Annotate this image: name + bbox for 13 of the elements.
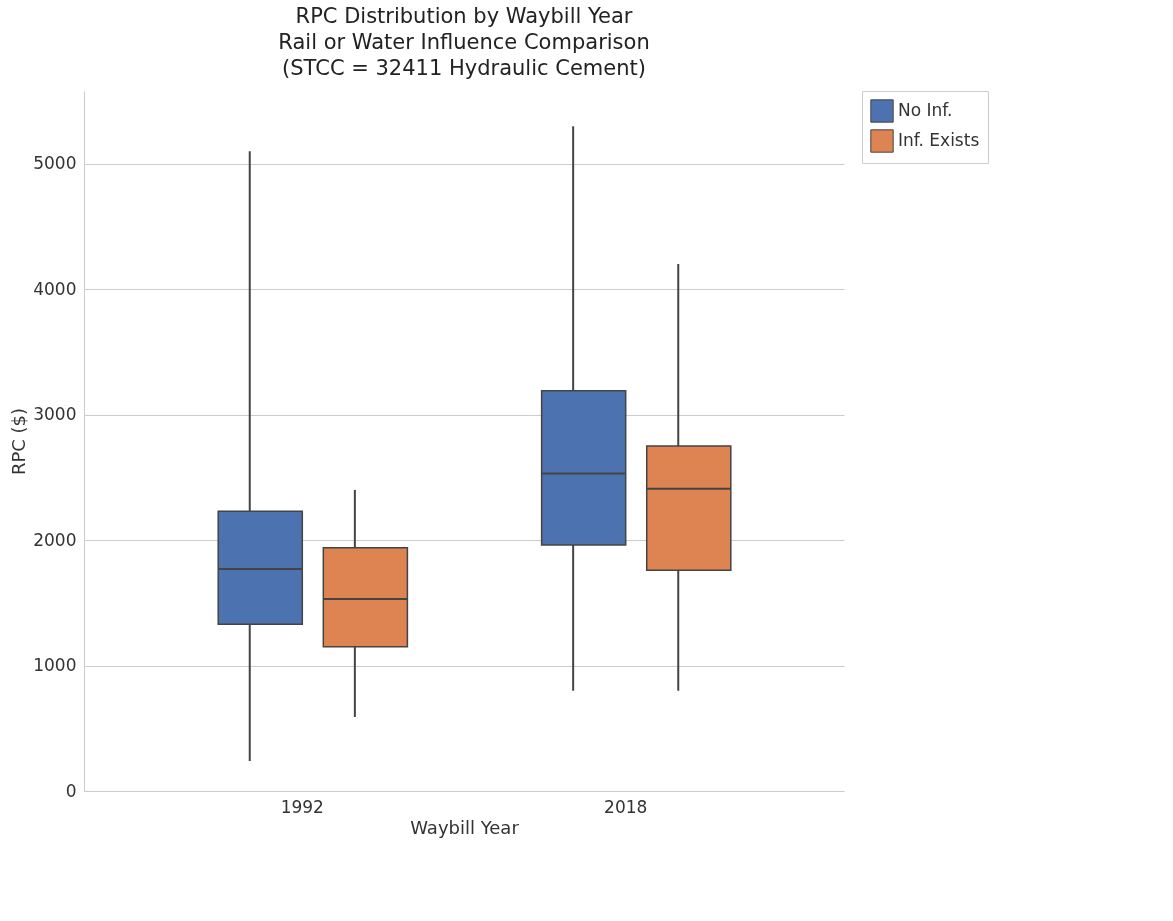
y-tick-label: 4000	[33, 278, 77, 299]
y-tick-label: 2000	[33, 529, 77, 550]
y-axis-title: RPC ($)	[8, 407, 30, 476]
y-tick-label: 1000	[33, 655, 77, 676]
x-tick-label: 2018	[604, 796, 648, 817]
legend-label: Inf. Exists	[898, 130, 980, 150]
y-tick-label: 3000	[33, 404, 77, 425]
x-axis-title: Waybill Year	[410, 816, 520, 838]
x-tick-label: 1992	[280, 796, 324, 817]
legend-label: No Inf.	[898, 100, 953, 120]
y-tick-label: 0	[65, 780, 77, 801]
y-tick-label: 5000	[33, 153, 77, 174]
chart-title: RPC Distribution by Waybill Year Rail or Water Influence Comparison (STCC = 32411 Hydraulic Cement)	[278, 3, 650, 80]
